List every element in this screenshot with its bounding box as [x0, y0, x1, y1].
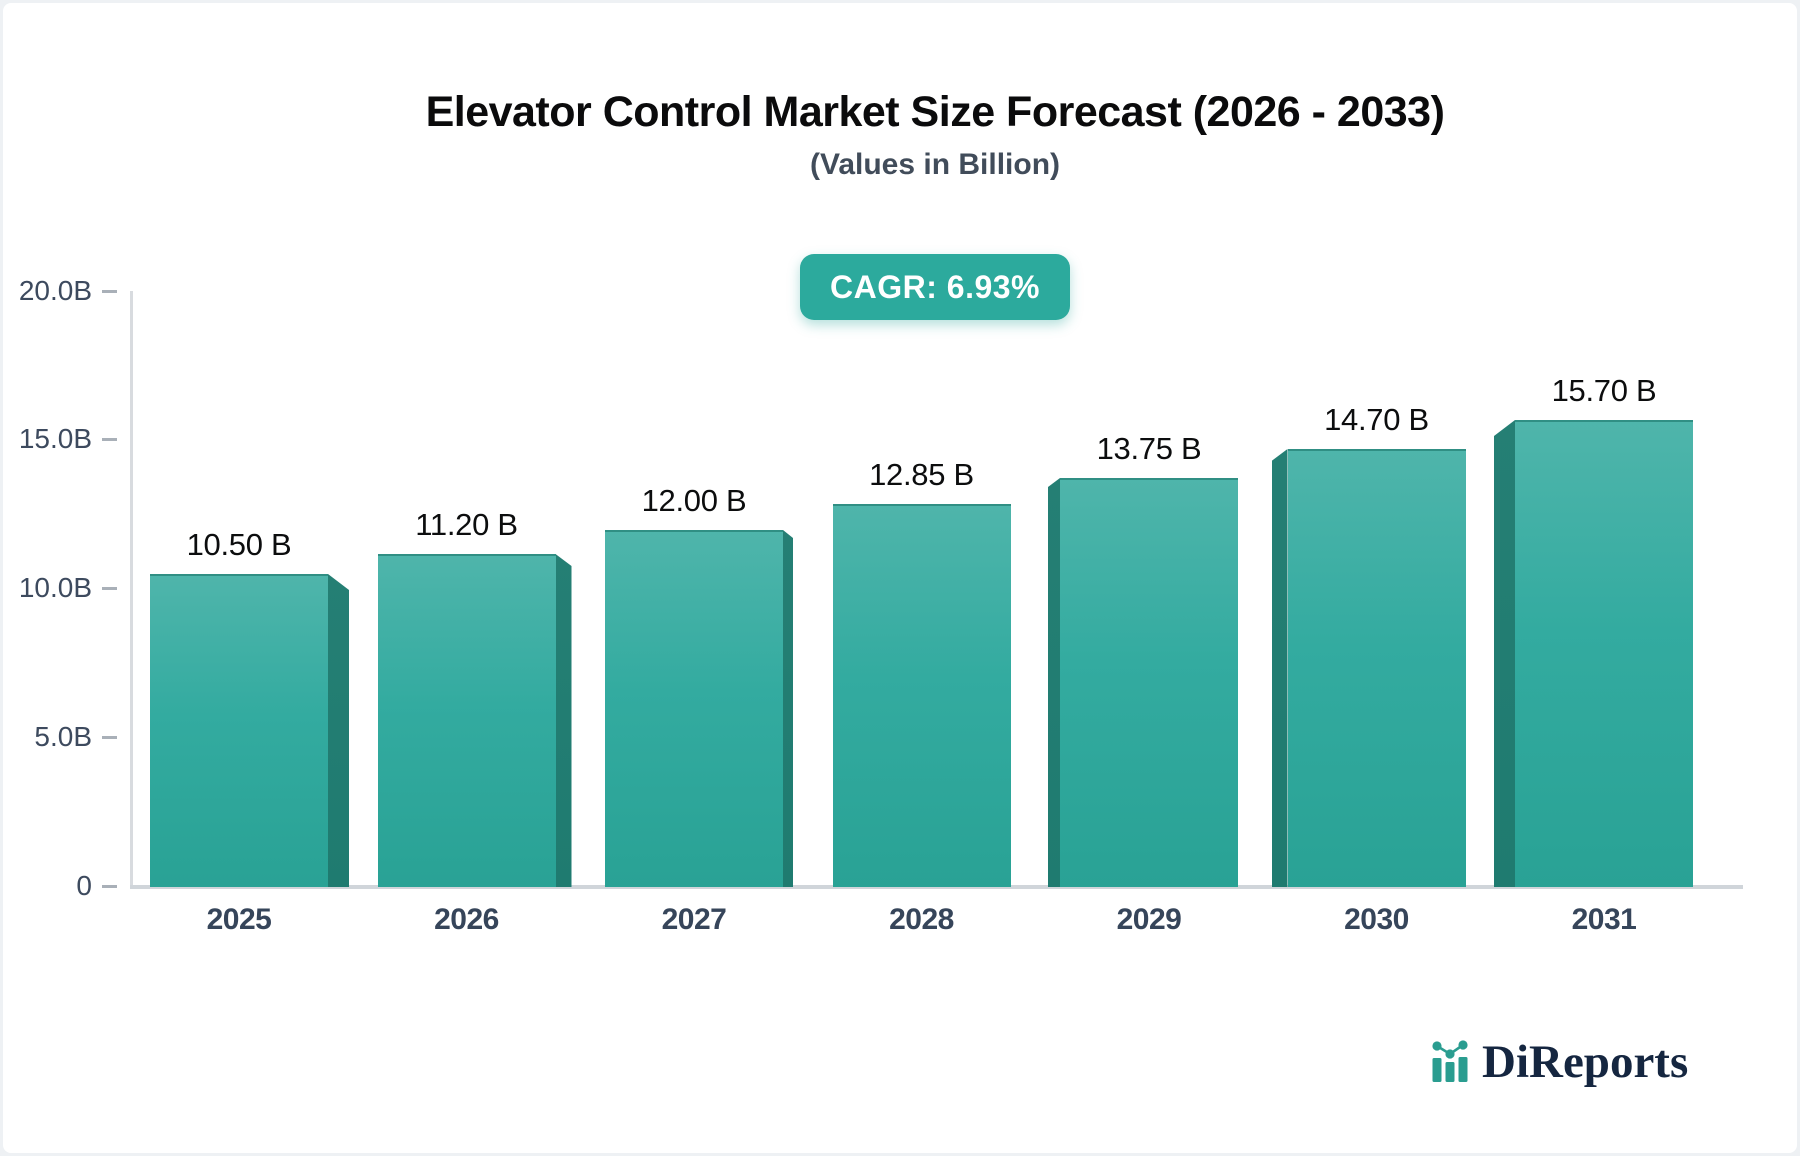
y-tick-mark: [102, 438, 117, 442]
brand-name: DiReports: [1482, 1036, 1689, 1088]
bar-value-label: 12.85 B: [869, 457, 974, 492]
bar-3d-side: [328, 574, 349, 887]
bar-3d-side: [1271, 449, 1288, 887]
bar-3d-side: [1494, 420, 1515, 887]
bar-value-label: 14.70 B: [1324, 402, 1429, 437]
y-tick-mark: [102, 736, 117, 740]
x-axis-label-2030: 2030: [1344, 903, 1409, 936]
bar-value-label: 11.20 B: [415, 507, 518, 542]
bar-value-label: 10.50 B: [186, 527, 292, 562]
bar-value-label: 15.70 B: [1551, 373, 1657, 408]
y-tick-label: 10.0B: [18, 572, 92, 604]
x-axis-label-2027: 2027: [661, 903, 727, 936]
mini-bar-chart-logo-icon: [1432, 1040, 1468, 1082]
y-tick-mark: [102, 885, 117, 888]
bar-value-label: 12.00 B: [641, 483, 747, 518]
y-tick-mark: [102, 289, 117, 293]
brand-logo[interactable]: DiReports: [1428, 1036, 1688, 1088]
chart-title: Elevator Control Market Size Forecast (2…: [425, 88, 1445, 136]
bar-2030: [1287, 449, 1466, 887]
x-axis-label-2026: 2026: [434, 903, 499, 936]
x-axis-label-2031: 2031: [1571, 903, 1637, 936]
bar-2029: [1060, 478, 1238, 887]
y-tick-label: 5.0B: [34, 721, 92, 753]
bar-3d-side: [1048, 478, 1060, 887]
x-axis-label-2029: 2029: [1116, 903, 1182, 936]
y-tick-label: 15.0B: [18, 423, 92, 455]
cagr-badge-row: CAGR: 6.93%: [130, 254, 1740, 320]
bar-value-label: 13.75 B: [1096, 431, 1202, 466]
bar-2027: [605, 530, 783, 887]
bar-2025: [150, 574, 328, 887]
bar-2028: [832, 504, 1011, 887]
x-axis-label-2025: 2025: [206, 903, 272, 936]
bar-2026: [377, 554, 556, 887]
y-tick-label: 20.0B: [18, 274, 92, 306]
bar-2031: [1515, 420, 1693, 887]
y-tick-mark: [102, 587, 117, 591]
y-tick-label: 0: [76, 870, 92, 901]
x-axis-label-2028: 2028: [889, 903, 954, 936]
chart-subtitle: (Values in Billion): [809, 148, 1061, 181]
bar-3d-side: [555, 554, 572, 887]
x-axis-baseline: [130, 885, 1743, 889]
cagr-badge: CAGR: 6.93%: [800, 254, 1070, 320]
bar-3d-side: [783, 530, 793, 887]
y-axis-line: [130, 291, 133, 887]
